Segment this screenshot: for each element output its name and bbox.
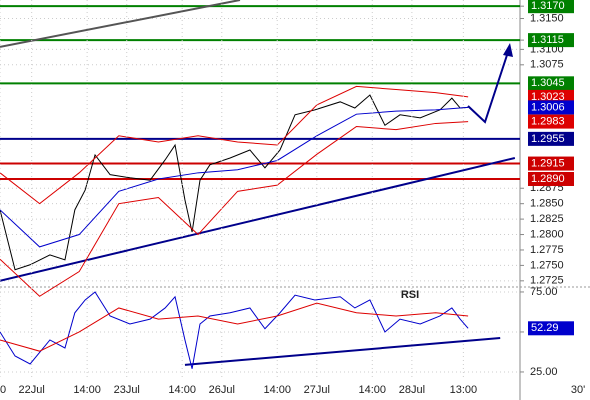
forecast-arrow: [467, 51, 509, 124]
y-tick-label: 1.2750: [530, 259, 564, 271]
x-tick-label: 22Jul: [19, 384, 45, 396]
last-value-box: [528, 114, 574, 129]
level-label: 1.2890: [531, 173, 565, 185]
x-tick-label: 23Jul: [114, 384, 140, 396]
series-line: [0, 291, 469, 369]
y-tick-label: 1.2850: [530, 198, 564, 210]
series-line: [0, 121, 469, 297]
y-tick-label: 1.2800: [530, 228, 564, 240]
plot: 1.31701.31501.31151.31001.30751.28751.28…: [0, 0, 574, 396]
last-value-box: [528, 321, 574, 336]
level-box: [528, 76, 574, 91]
y-tick-label: 1.2775: [530, 244, 564, 256]
x-tick-label: 26Jul: [209, 384, 235, 396]
trend-line: [184, 336, 501, 366]
series-line: [0, 302, 469, 352]
arrow-head: [503, 43, 513, 57]
level-label: 1.3045: [531, 77, 565, 89]
y-tick-label: 1.3075: [530, 59, 564, 71]
x-tick-label: 0: [0, 384, 6, 396]
rsi-title: RSI: [401, 289, 419, 301]
y-tick-label: 1.2825: [530, 213, 564, 225]
level-label: 1.2955: [531, 133, 565, 145]
x-tick-label: 14:00: [263, 384, 291, 396]
y-tick-label: 25.00: [530, 366, 558, 378]
series-line: [0, 106, 469, 248]
level-box: [528, 156, 574, 171]
y-tick-label: 1.2725: [530, 275, 564, 287]
level-label: 1.3115: [531, 34, 564, 46]
last-value-label: 1.3006: [531, 101, 565, 113]
level-box: [528, 0, 574, 14]
series-line: [0, 85, 469, 205]
x-tick-label: 14:00: [73, 384, 101, 396]
last-value-label: 1.2983: [531, 115, 565, 127]
y-tick-label: 75.00: [530, 286, 558, 298]
last-value-label: 1.3023: [531, 91, 565, 103]
x-tick-label: 28Jul: [399, 384, 425, 396]
x-tick-label: 27Jul: [304, 384, 330, 396]
last-value-label: 52.29: [531, 322, 559, 334]
level-box: [528, 171, 574, 186]
level-box: [528, 33, 574, 48]
level-box: [528, 131, 574, 146]
series-line: [0, 94, 469, 271]
last-value-box: [528, 100, 574, 115]
x-tick-label: 14:00: [168, 384, 196, 396]
y-tick-label: 1.3150: [530, 12, 564, 24]
x-tick-label: 13:00: [450, 384, 478, 396]
level-label: 1.2915: [531, 157, 565, 169]
x-tick-label: 14:00: [359, 384, 387, 396]
level-label: 1.3170: [531, 0, 565, 12]
trend-line: [0, 0, 241, 48]
timeframe: 30': [571, 384, 585, 396]
